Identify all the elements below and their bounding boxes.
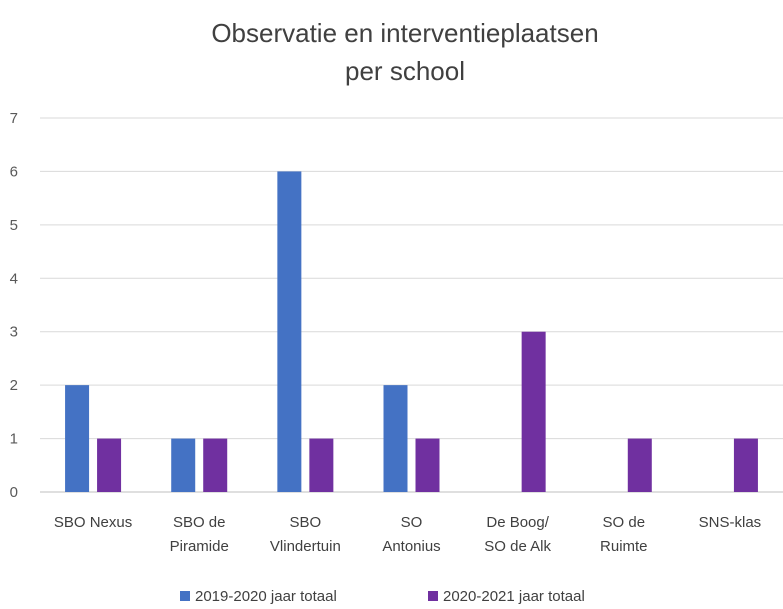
y-tick-label: 0 xyxy=(10,484,18,501)
category-label-line: SNS-klas xyxy=(699,514,762,531)
category-label: SNS-klas xyxy=(699,514,762,531)
bar-series-2 xyxy=(733,438,758,492)
bars xyxy=(65,171,758,492)
category-label-line: SO de Alk xyxy=(484,538,551,555)
category-label-line: Piramide xyxy=(170,538,229,555)
category-label: SBO Nexus xyxy=(54,514,132,531)
legend: 2019-2020 jaar totaal 2020-2021 jaar tota… xyxy=(180,588,585,605)
y-axis-ticks: 0 1 2 3 4 5 6 7 xyxy=(10,110,18,501)
chart-title-line-2: per school xyxy=(345,56,465,86)
bar-series-2 xyxy=(97,438,122,492)
category-label-line: SBO de xyxy=(173,514,226,531)
category-label-line: SO xyxy=(401,514,423,531)
legend-item: 2020-2021 jaar totaal xyxy=(428,588,585,605)
category-label: SO Antonius xyxy=(382,514,440,555)
legend-label: 2020-2021 jaar totaal xyxy=(443,588,585,605)
category-label: SO de Ruimte xyxy=(600,514,648,555)
y-tick-label: 7 xyxy=(10,110,18,127)
x-axis-categories: SBO Nexus SBO de Piramide SBO Vlindertuin SO A… xyxy=(54,514,761,555)
legend-swatch xyxy=(428,591,438,601)
bar-series-2 xyxy=(309,438,334,492)
y-tick-label: 2 xyxy=(10,377,18,394)
category-label: De Boog/SO de Alk xyxy=(484,514,551,555)
y-tick-label: 1 xyxy=(10,431,18,448)
category-label: SBO Vlindertuin xyxy=(270,514,341,555)
bar-series-1 xyxy=(65,385,90,492)
legend-item: 2019-2020 jaar totaal xyxy=(180,588,337,605)
category-label-line: De Boog/ xyxy=(486,514,549,531)
category-label-line: SBO Nexus xyxy=(54,514,132,531)
category-label: SBO de Piramide xyxy=(170,514,229,555)
bar-series-2 xyxy=(627,438,652,492)
bar-series-1 xyxy=(383,385,408,492)
bar-series-1 xyxy=(277,171,302,492)
bar-series-1 xyxy=(171,438,196,492)
y-tick-label: 3 xyxy=(10,324,18,341)
category-label-line: Vlindertuin xyxy=(270,538,341,555)
category-label-line: Antonius xyxy=(382,538,440,555)
y-tick-label: 4 xyxy=(10,270,18,287)
y-tick-label: 5 xyxy=(10,217,18,234)
category-label-line: SBO xyxy=(290,514,322,531)
chart-title-line-1: Observatie en interventieplaatsen xyxy=(211,18,598,48)
y-tick-label: 6 xyxy=(10,163,18,180)
category-label-line: Ruimte xyxy=(600,538,648,555)
bar-series-2 xyxy=(521,331,546,492)
gridlines xyxy=(40,117,783,493)
legend-label: 2019-2020 jaar totaal xyxy=(195,588,337,605)
category-label-line: SO de xyxy=(603,514,646,531)
bar-series-2 xyxy=(203,438,228,492)
legend-swatch xyxy=(180,591,190,601)
bar-series-2 xyxy=(415,438,440,492)
